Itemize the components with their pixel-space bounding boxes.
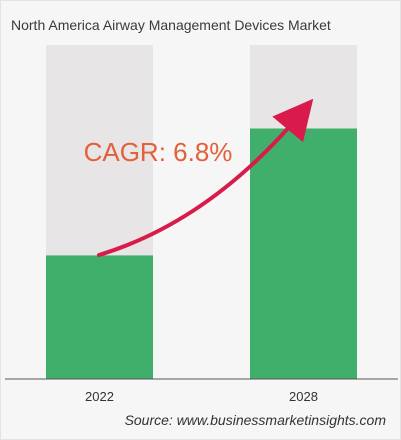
x-tick-label-2028: 2028 [289,389,318,404]
bar-2022 [46,255,153,379]
source-text: Source: www.businessmarketinsights.com [124,412,386,428]
bars-layer [46,45,357,379]
growth-arrow [97,98,314,257]
chart-title: North America Airway Management Devices … [11,17,331,33]
cagr-annotation: CAGR: 6.8% [84,137,233,167]
x-tick-labels: 2022 2028 [85,389,318,404]
x-tick-label-2022: 2022 [85,389,114,404]
bar-2028 [250,128,357,379]
